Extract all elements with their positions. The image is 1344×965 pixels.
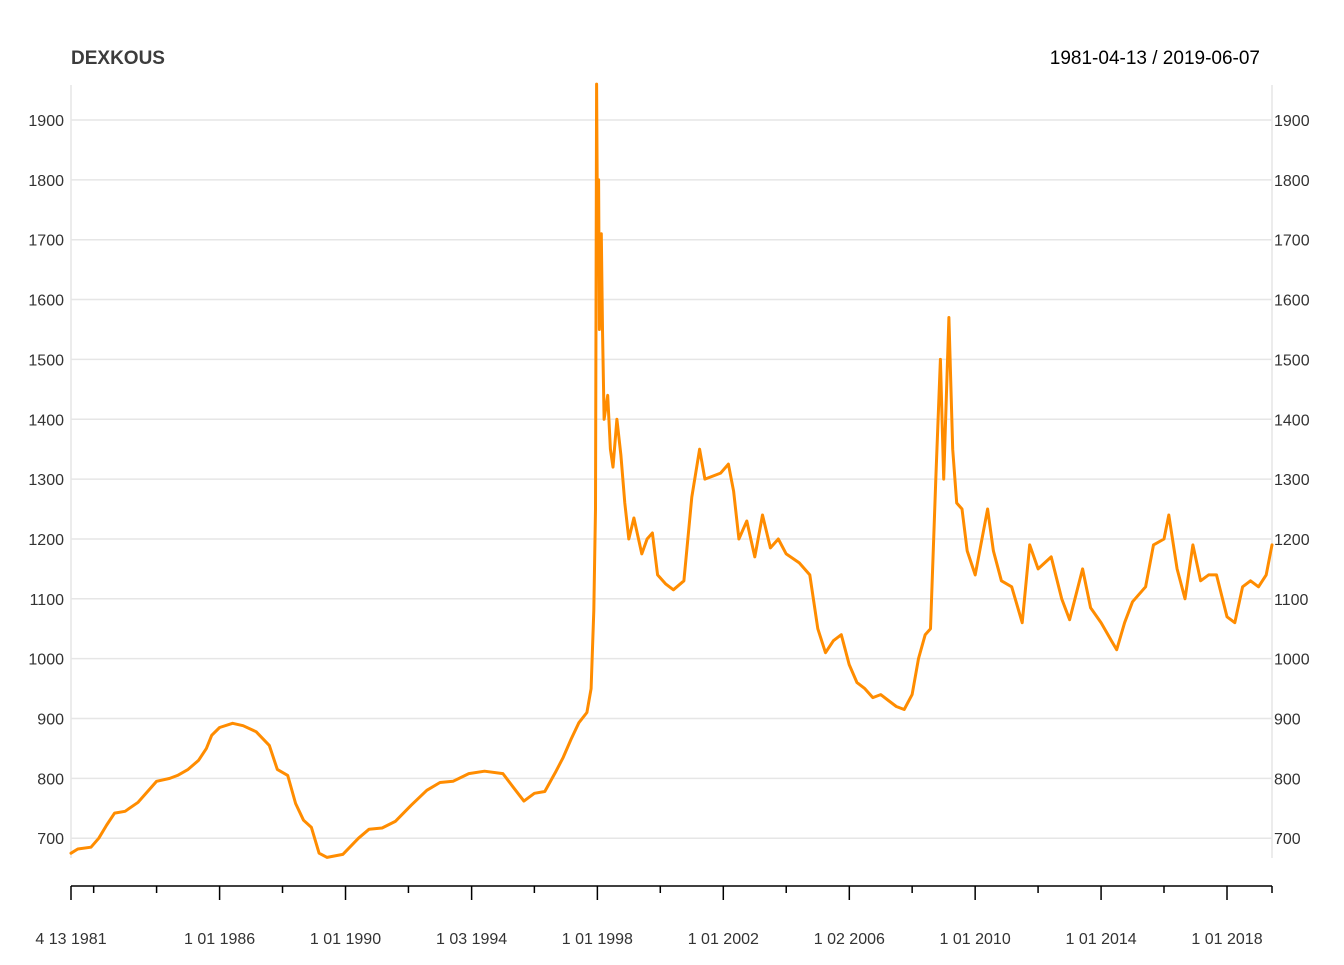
y-tick-label-left: 1900	[28, 113, 64, 130]
x-tick-label: 1 01 2002	[688, 931, 759, 948]
y-tick-label-right: 1300	[1274, 472, 1310, 489]
y-tick-label-left: 1800	[28, 173, 64, 190]
y-tick-label-right: 1600	[1274, 293, 1310, 310]
series-line	[69, 82, 1274, 859]
y-tick-label-right: 800	[1274, 771, 1301, 788]
y-tick-label-left: 700	[37, 831, 64, 848]
y-tick-label-left: 1600	[28, 293, 64, 310]
y-tick-label-left: 1700	[28, 233, 64, 250]
y-tick-label-left: 1400	[28, 412, 64, 429]
x-tick-label: 1 01 1986	[184, 931, 255, 948]
x-tick-label: 1 03 1994	[436, 931, 507, 948]
y-tick-label-left: 1500	[28, 352, 64, 369]
y-tick-label-left: 1100	[30, 592, 65, 609]
chart-title: DEXKOUS	[71, 48, 165, 69]
date-range-label: 1981-04-13 / 2019-06-07	[1049, 48, 1260, 69]
y-tick-label-right: 1100	[1274, 592, 1309, 609]
y-tick-label-left: 900	[37, 712, 64, 729]
x-tick-label: 4 13 1981	[35, 931, 106, 948]
y-tick-label-right: 900	[1274, 712, 1301, 729]
y-tick-label-right: 1400	[1274, 412, 1310, 429]
y-tick-label-left: 1000	[28, 652, 64, 669]
y-tick-label-left: 1200	[28, 532, 64, 549]
x-tick-label: 1 01 1998	[562, 931, 633, 948]
y-tick-label-right: 1500	[1274, 352, 1310, 369]
y-tick-label-right: 700	[1274, 831, 1301, 848]
x-tick-label: 1 01 2018	[1191, 931, 1262, 948]
x-tick-label: 1 01 2014	[1065, 931, 1136, 948]
y-tick-label-right: 1000	[1274, 652, 1310, 669]
y-tick-label-right: 1200	[1274, 532, 1310, 549]
x-tick-label: 1 01 2010	[940, 931, 1011, 948]
x-tick-label: 1 01 1990	[310, 931, 381, 948]
y-tick-label-left: 1300	[28, 472, 64, 489]
y-tick-label-right: 1700	[1274, 233, 1310, 250]
y-tick-label-left: 800	[37, 771, 64, 788]
y-tick-label-right: 1800	[1274, 173, 1310, 190]
y-tick-label-right: 1900	[1274, 113, 1310, 130]
x-tick-label: 1 02 2006	[814, 931, 885, 948]
